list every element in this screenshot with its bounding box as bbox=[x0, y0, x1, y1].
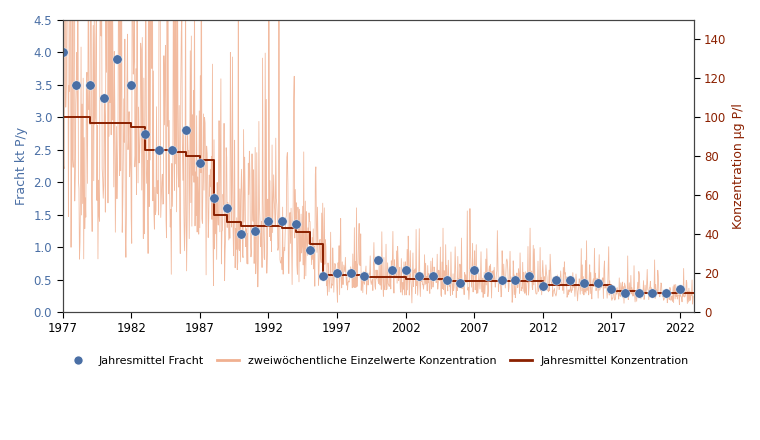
Point bbox=[344, 270, 356, 277]
Point bbox=[647, 289, 659, 296]
Point bbox=[632, 289, 644, 296]
Point bbox=[660, 289, 673, 296]
Point bbox=[235, 231, 247, 238]
Y-axis label: Fracht kt P/y: Fracht kt P/y bbox=[15, 127, 28, 205]
Point bbox=[180, 127, 192, 134]
Point bbox=[139, 130, 151, 137]
Point bbox=[509, 276, 521, 283]
Point bbox=[125, 81, 138, 88]
Point bbox=[454, 279, 467, 286]
Point bbox=[386, 266, 398, 273]
Legend: Jahresmittel Fracht, zweiwöchentliche Einzelwerte Konzentration, Jahresmittel Ko: Jahresmittel Fracht, zweiwöchentliche Ei… bbox=[62, 352, 694, 371]
Point bbox=[674, 286, 686, 293]
Point bbox=[578, 279, 590, 286]
Point bbox=[84, 81, 96, 88]
Point bbox=[372, 257, 385, 264]
Point bbox=[537, 282, 549, 290]
Point bbox=[221, 205, 233, 212]
Point bbox=[400, 266, 412, 273]
Point bbox=[249, 227, 261, 235]
Point bbox=[413, 273, 426, 280]
Point bbox=[153, 146, 165, 153]
Point bbox=[358, 273, 370, 280]
Point bbox=[166, 146, 179, 153]
Y-axis label: Konzentration µg P/l: Konzentration µg P/l bbox=[732, 103, 745, 229]
Point bbox=[550, 276, 562, 283]
Point bbox=[317, 273, 329, 280]
Point bbox=[605, 286, 617, 293]
Point bbox=[427, 273, 439, 280]
Point bbox=[276, 218, 288, 225]
Point bbox=[303, 247, 315, 254]
Point bbox=[564, 276, 576, 283]
Point bbox=[591, 279, 603, 286]
Point bbox=[194, 159, 206, 166]
Point bbox=[496, 276, 508, 283]
Point bbox=[112, 55, 124, 62]
Point bbox=[98, 94, 110, 101]
Point bbox=[70, 81, 82, 88]
Point bbox=[331, 270, 343, 277]
Point bbox=[441, 276, 453, 283]
Point bbox=[468, 266, 480, 273]
Point bbox=[290, 221, 302, 228]
Point bbox=[619, 289, 631, 296]
Point bbox=[56, 49, 68, 56]
Point bbox=[207, 195, 220, 202]
Point bbox=[523, 273, 535, 280]
Point bbox=[482, 273, 494, 280]
Point bbox=[262, 218, 274, 225]
